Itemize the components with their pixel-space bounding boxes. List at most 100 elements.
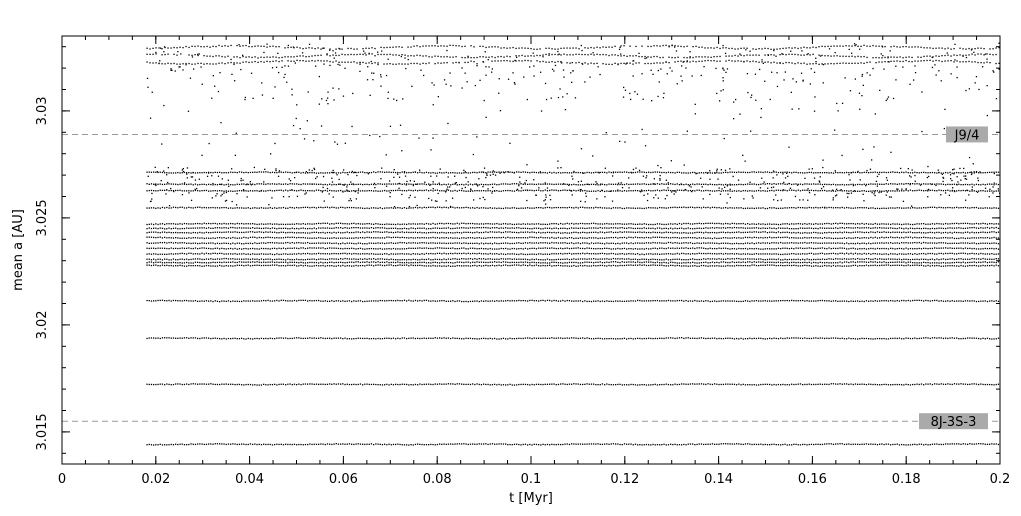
data-point: [161, 259, 164, 261]
data-point: [727, 253, 729, 255]
data-point: [914, 262, 916, 264]
data-point: [287, 300, 289, 302]
data-point: [529, 231, 531, 234]
data-point: [685, 262, 687, 264]
data-point: [648, 337, 650, 339]
data-point: [947, 232, 949, 234]
data-point: [676, 300, 678, 302]
data-point: [333, 265, 335, 267]
data-point: [166, 258, 168, 260]
data-point: [604, 384, 606, 386]
data-point: [287, 228, 289, 230]
data-point: [931, 300, 934, 302]
data-point: [355, 264, 357, 267]
data-point: [313, 443, 315, 445]
data-point: [824, 264, 826, 267]
data-point: [703, 300, 705, 302]
data-point: [392, 236, 395, 238]
data-point: [271, 384, 274, 386]
data-point: [843, 258, 846, 260]
data-point: [392, 258, 395, 261]
data-point: [861, 300, 863, 302]
data-point: [507, 258, 509, 260]
data-point: [903, 237, 905, 239]
data-point: [456, 248, 458, 250]
data-point: [956, 337, 958, 339]
data-point: [265, 264, 267, 267]
data-point: [234, 237, 236, 239]
data-point: [483, 265, 485, 267]
data-point: [648, 444, 650, 446]
data-point: [362, 384, 364, 386]
data-point: [359, 247, 362, 249]
data-point: [711, 248, 714, 250]
data-point: [197, 237, 199, 239]
data-point: [221, 252, 223, 255]
data-point: [465, 242, 467, 244]
data-point: [373, 237, 375, 239]
data-point: [918, 237, 920, 239]
data-point: [971, 443, 973, 445]
data-point: [670, 247, 672, 249]
data-point: [148, 227, 150, 229]
data-point: [212, 383, 214, 385]
data-point: [186, 258, 188, 260]
data-point: [170, 228, 172, 230]
data-point: [307, 443, 309, 446]
data-point: [775, 237, 777, 239]
data-point: [599, 443, 601, 445]
data-point: [403, 248, 406, 250]
data-point: [817, 443, 819, 445]
data-point: [623, 261, 626, 263]
data-point: [597, 258, 599, 260]
data-point: [186, 247, 188, 249]
data-point: [920, 242, 923, 244]
data-point: [630, 383, 632, 386]
data-point: [568, 242, 571, 244]
data-point: [601, 252, 604, 254]
data-point: [731, 258, 733, 260]
data-point: [329, 300, 331, 302]
data-point: [291, 247, 293, 249]
data-point: [392, 265, 395, 267]
data-point: [531, 299, 533, 301]
data-point: [982, 300, 984, 302]
data-point: [729, 383, 731, 385]
data-point: [907, 337, 909, 339]
data-point: [379, 338, 381, 340]
data-point: [243, 261, 245, 263]
data-point: [883, 443, 885, 446]
data-point: [654, 337, 656, 340]
data-point: [212, 337, 214, 339]
data-point: [612, 242, 615, 244]
data-point: [760, 242, 762, 244]
data-point: [901, 299, 903, 302]
data-point: [962, 248, 964, 250]
data-point: [729, 261, 731, 264]
data-point: [465, 248, 467, 250]
data-point: [967, 261, 969, 264]
data-point: [912, 237, 914, 239]
data-point: [870, 338, 872, 340]
data-point: [663, 265, 665, 267]
data-point: [150, 444, 153, 446]
data-point: [797, 265, 799, 267]
data-point: [520, 242, 522, 244]
data-point: [771, 338, 773, 340]
data-point: [654, 383, 656, 385]
data-point: [991, 261, 993, 263]
data-point: [461, 265, 463, 267]
data-point: [725, 237, 727, 239]
data-point: [166, 237, 168, 239]
data-point: [302, 232, 304, 234]
data-point: [740, 227, 742, 229]
data-point: [969, 261, 971, 264]
data-point: [621, 227, 623, 229]
data-point: [632, 444, 634, 446]
data-point: [487, 265, 489, 267]
data-point: [223, 443, 225, 445]
data-point: [762, 258, 764, 261]
data-point: [769, 258, 771, 260]
data-point: [410, 444, 412, 446]
data-point: [914, 253, 916, 255]
